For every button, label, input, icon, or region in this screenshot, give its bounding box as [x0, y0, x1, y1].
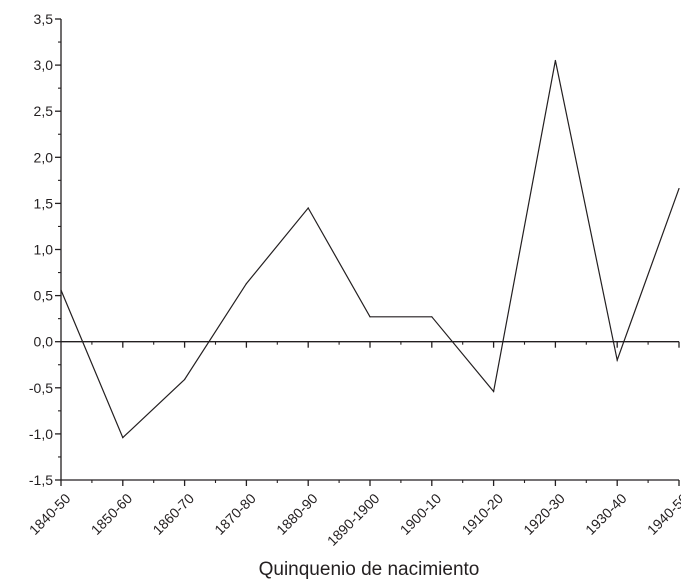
- y-tick-label: 0,0: [34, 334, 54, 350]
- y-tick-label: -1,0: [29, 426, 53, 442]
- x-axis: 1840-50 1850-60 1860-70 1870-80 1880-90 1890-…: [26, 479, 681, 549]
- y-axis: 3,5 3,0 2,5 2,0 1,5 1,0 0,5 0,0 -0,5 -1,0 -1,5: [29, 11, 62, 488]
- x-tick-label: 1850-60: [88, 490, 136, 538]
- y-tick-label: -1,5: [29, 472, 53, 488]
- data-point: [184, 378, 186, 381]
- x-tick-label: 1840-50: [26, 490, 74, 538]
- series-line: [60, 60, 680, 439]
- x-tick-label: 1880-90: [273, 490, 321, 538]
- data-point: [554, 59, 557, 62]
- data-point: [60, 289, 62, 291]
- data-point: [369, 316, 371, 318]
- y-tick-label: 1,5: [34, 195, 54, 211]
- y-tick-label: 2,5: [34, 103, 54, 119]
- zero-baseline: [61, 341, 680, 348]
- x-tick-label: 1940-50: [644, 490, 681, 538]
- x-tick-label: 1900-10: [397, 490, 445, 538]
- series-group: [60, 59, 680, 439]
- y-tick-label: 3,5: [34, 11, 54, 27]
- x-tick-label: 1870-80: [211, 490, 259, 538]
- data-point: [307, 207, 309, 209]
- data-point: [431, 316, 433, 318]
- x-tick-label: 1930-40: [582, 490, 630, 538]
- data-point: [245, 283, 247, 285]
- y-tick-label: 2,0: [34, 149, 54, 165]
- x-tick-label: 1860-70: [149, 490, 197, 538]
- y-tick-label: 0,5: [34, 288, 54, 304]
- x-axis-title: Quinquenio de nacimiento: [259, 559, 480, 580]
- x-tick-label: 1910-20: [458, 490, 506, 538]
- x-tick-label: 1920-30: [520, 490, 568, 538]
- y-tick-label: 1,0: [34, 242, 54, 258]
- x-tick-label: 1890-1900: [324, 490, 383, 549]
- data-point: [678, 188, 680, 190]
- data-point: [493, 390, 495, 393]
- data-point: [616, 359, 618, 361]
- data-point: [122, 436, 124, 439]
- y-tick-label: 3,0: [34, 57, 54, 73]
- y-tick-label: -0,5: [29, 380, 53, 396]
